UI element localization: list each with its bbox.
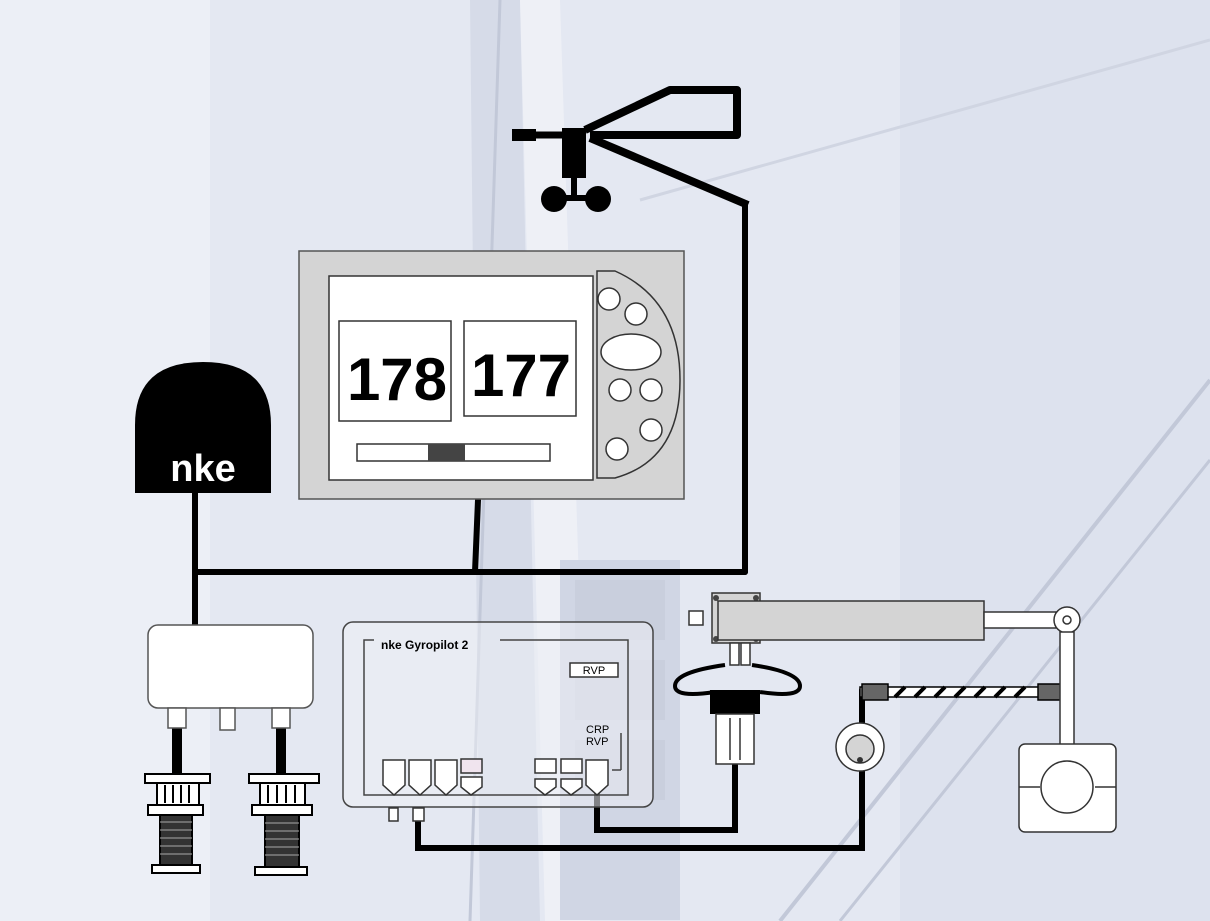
rope-line-3 xyxy=(639,38,1210,202)
linkage-end-left xyxy=(861,683,889,701)
wind-sensor-counterweight xyxy=(512,129,536,141)
pump-hose-loop-right xyxy=(751,663,803,696)
transducer-right-base xyxy=(254,866,308,876)
autopilot-connector-5-bottom xyxy=(534,778,557,796)
autopilot-mode-label-crp: CRP xyxy=(586,724,609,736)
transducer-right-collar xyxy=(251,804,313,816)
autopilot-inner-frame xyxy=(363,639,629,796)
autopilot-connector-7 xyxy=(585,759,609,797)
wind-sensor xyxy=(512,86,750,212)
display-key-6[interactable] xyxy=(605,437,629,461)
transducer-left-collar xyxy=(147,804,204,816)
junction-box-port-middle xyxy=(219,707,236,731)
tiller-arm xyxy=(1059,631,1075,746)
multifunction-display: 178 177 xyxy=(298,250,685,500)
autopilot-plug-1 xyxy=(388,807,399,822)
pump-hose-loop-left xyxy=(672,663,726,696)
autopilot-connector-6-bottom xyxy=(560,778,583,796)
junction-box xyxy=(147,624,314,731)
rudder-stock xyxy=(1040,760,1094,814)
transducer-right-flange xyxy=(248,773,320,784)
display-key-3[interactable] xyxy=(608,378,632,402)
gps-brand-label: nke xyxy=(170,448,235,490)
autopilot-computer: nke Gyropilot 2 RVP CRP RVP xyxy=(342,621,654,822)
hydraulic-ram xyxy=(688,592,1081,644)
anemometer-cup-left xyxy=(541,186,567,212)
transducer-left-base xyxy=(151,864,201,874)
linkage-end-right xyxy=(1037,683,1063,701)
display-key-main[interactable] xyxy=(600,333,662,371)
wind-sensor-body xyxy=(562,128,586,178)
transducer-right xyxy=(248,773,320,876)
rudder-linkage xyxy=(859,631,1117,833)
transducer-right-nut xyxy=(259,782,306,806)
wind-sensor-mast-arm xyxy=(588,134,750,209)
junction-box-port-left xyxy=(167,707,187,729)
autopilot-connector-3 xyxy=(434,759,458,797)
transducer-right-thread xyxy=(264,814,300,868)
display-key-4[interactable] xyxy=(639,378,663,402)
display-cable xyxy=(472,497,481,575)
pump-top xyxy=(710,690,760,714)
autopilot-connector-2 xyxy=(408,759,432,797)
pump-cable xyxy=(594,762,738,833)
display-key-1[interactable] xyxy=(597,287,621,311)
autopilot-title: nke Gyropilot 2 xyxy=(381,638,469,652)
pump-hose-1 xyxy=(729,642,740,666)
wind-vane-fin xyxy=(583,86,741,139)
pump-hose-2 xyxy=(740,642,751,666)
transducer-left-nut xyxy=(156,782,200,806)
rope-line-1 xyxy=(778,378,1210,921)
autopilot-connector-6-top xyxy=(560,758,583,774)
display-key-5[interactable] xyxy=(639,418,663,442)
transducer-left-thread xyxy=(159,814,193,866)
autopilot-rvp-badge xyxy=(569,662,619,678)
pump-body xyxy=(715,713,755,765)
autopilot-plug-2 xyxy=(412,807,425,822)
gps-antenna: nke xyxy=(135,362,271,493)
gps-antenna-dome xyxy=(135,362,271,493)
autopilot-connector-1 xyxy=(382,759,406,797)
hydraulic-pump xyxy=(672,642,803,765)
ram-cylinder xyxy=(717,600,985,641)
autopilot-rvp-badge-label: RVP xyxy=(583,665,605,677)
ram-piston-rod xyxy=(983,611,1057,629)
autopilot-connector-4-top xyxy=(460,758,483,774)
display-right-panel xyxy=(463,320,577,417)
rudder-angle-sensor xyxy=(835,722,885,772)
display-left-panel xyxy=(338,320,452,422)
transducer-left xyxy=(144,773,211,874)
junction-box-port-right xyxy=(271,707,291,729)
autopilot-mode-label-rvp: RVP xyxy=(586,736,608,748)
ram-end-cap xyxy=(688,610,704,626)
display-slider-thumb xyxy=(428,444,465,461)
transducer-left-flange xyxy=(144,773,211,784)
junction-box-body xyxy=(147,624,314,709)
display-left-value: 178 xyxy=(347,346,447,413)
anemometer-cup-right xyxy=(585,186,611,212)
display-key-2[interactable] xyxy=(624,302,648,326)
autopilot-connector-4-bottom xyxy=(460,776,483,796)
autopilot-connector-5-top xyxy=(534,758,557,774)
display-right-value: 177 xyxy=(471,342,571,409)
